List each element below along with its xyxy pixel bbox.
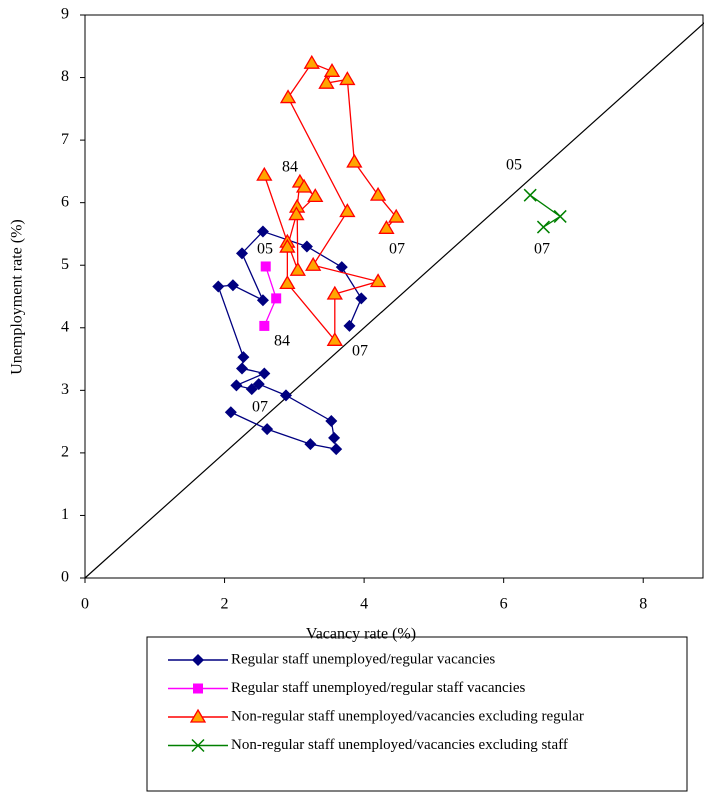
data-point xyxy=(536,220,550,234)
data-point xyxy=(339,71,356,86)
legend-marker xyxy=(192,654,204,666)
x-tick-label: 8 xyxy=(639,596,647,613)
data-point xyxy=(523,188,537,202)
annotation: 07 xyxy=(352,343,368,360)
data-point xyxy=(289,261,306,276)
annotation: 84 xyxy=(282,159,298,176)
y-tick-label: 4 xyxy=(61,318,69,335)
data-point xyxy=(236,247,248,260)
data-point xyxy=(355,292,368,305)
y-tick-label: 2 xyxy=(61,444,69,461)
data-point xyxy=(230,379,243,392)
data-point xyxy=(259,320,270,331)
data-point xyxy=(378,220,395,234)
y-axis-label: Unemployment rate (%) xyxy=(9,219,26,375)
annotation: 07 xyxy=(389,241,405,258)
y-tick-label: 0 xyxy=(61,569,69,586)
annotation: 05 xyxy=(257,241,273,258)
data-point xyxy=(388,208,405,223)
x-tick-label: 2 xyxy=(221,596,229,613)
x-tick-label: 4 xyxy=(360,596,368,613)
data-point xyxy=(279,89,297,104)
data-point xyxy=(326,285,343,300)
x-tick-label: 6 xyxy=(500,596,508,613)
legend-label: Non-regular staff unemployed/vacancies e… xyxy=(231,708,584,724)
data-point xyxy=(212,280,225,293)
plot-frame xyxy=(84,14,704,579)
data-point xyxy=(236,362,248,375)
data-point xyxy=(226,279,239,292)
data-point xyxy=(237,351,250,364)
data-point xyxy=(224,406,237,419)
data-point xyxy=(288,206,305,221)
legend-marker xyxy=(193,683,203,694)
data-point xyxy=(279,389,292,402)
y-tick-label: 7 xyxy=(61,131,69,148)
data-point xyxy=(303,54,320,69)
annotation: 07 xyxy=(252,399,268,416)
data-point xyxy=(279,275,296,290)
data-point xyxy=(307,188,324,203)
data-point xyxy=(369,273,387,288)
data-point xyxy=(318,74,335,89)
legend-label: Regular staff unemployed/regular vacanci… xyxy=(231,651,495,667)
legend-marker xyxy=(191,738,205,753)
data-point xyxy=(326,331,343,346)
data-point xyxy=(328,431,341,444)
data-point xyxy=(256,166,273,181)
reference-line xyxy=(84,22,704,579)
y-tick-label: 3 xyxy=(61,381,69,398)
annotation: 07 xyxy=(534,241,550,258)
data-point xyxy=(304,438,317,451)
legend-box xyxy=(146,636,688,792)
data-point xyxy=(295,178,313,193)
y-tick-label: 6 xyxy=(61,193,69,210)
data-point xyxy=(300,240,313,253)
x-axis-label: Vacancy rate (%) xyxy=(306,626,416,643)
data-point xyxy=(369,186,387,201)
data-point xyxy=(339,203,356,218)
y-tick-label: 1 xyxy=(61,506,69,523)
data-point xyxy=(335,261,348,274)
data-point xyxy=(305,256,322,271)
data-point xyxy=(346,153,363,168)
annotation: 84 xyxy=(274,333,290,350)
legend-label: Non-regular staff unemployed/vacancies e… xyxy=(231,737,568,753)
data-point xyxy=(553,209,567,223)
data-point xyxy=(343,319,356,332)
data-point xyxy=(256,294,269,307)
data-point xyxy=(261,423,274,436)
legend-marker xyxy=(189,708,207,723)
legend-label: Regular staff unemployed/regular staff v… xyxy=(231,680,525,696)
annotation: 05 xyxy=(506,157,522,174)
data-point xyxy=(271,293,282,304)
y-tick-label: 9 xyxy=(61,6,69,23)
data-point xyxy=(330,443,343,456)
data-point xyxy=(258,367,271,380)
data-point xyxy=(256,225,269,238)
data-point xyxy=(252,378,265,391)
data-point xyxy=(325,414,338,427)
x-tick-label: 0 xyxy=(81,596,89,613)
y-tick-label: 5 xyxy=(61,256,69,273)
data-point xyxy=(323,63,341,77)
y-tick-label: 8 xyxy=(61,68,69,85)
data-point xyxy=(260,261,271,272)
data-point xyxy=(279,238,296,253)
